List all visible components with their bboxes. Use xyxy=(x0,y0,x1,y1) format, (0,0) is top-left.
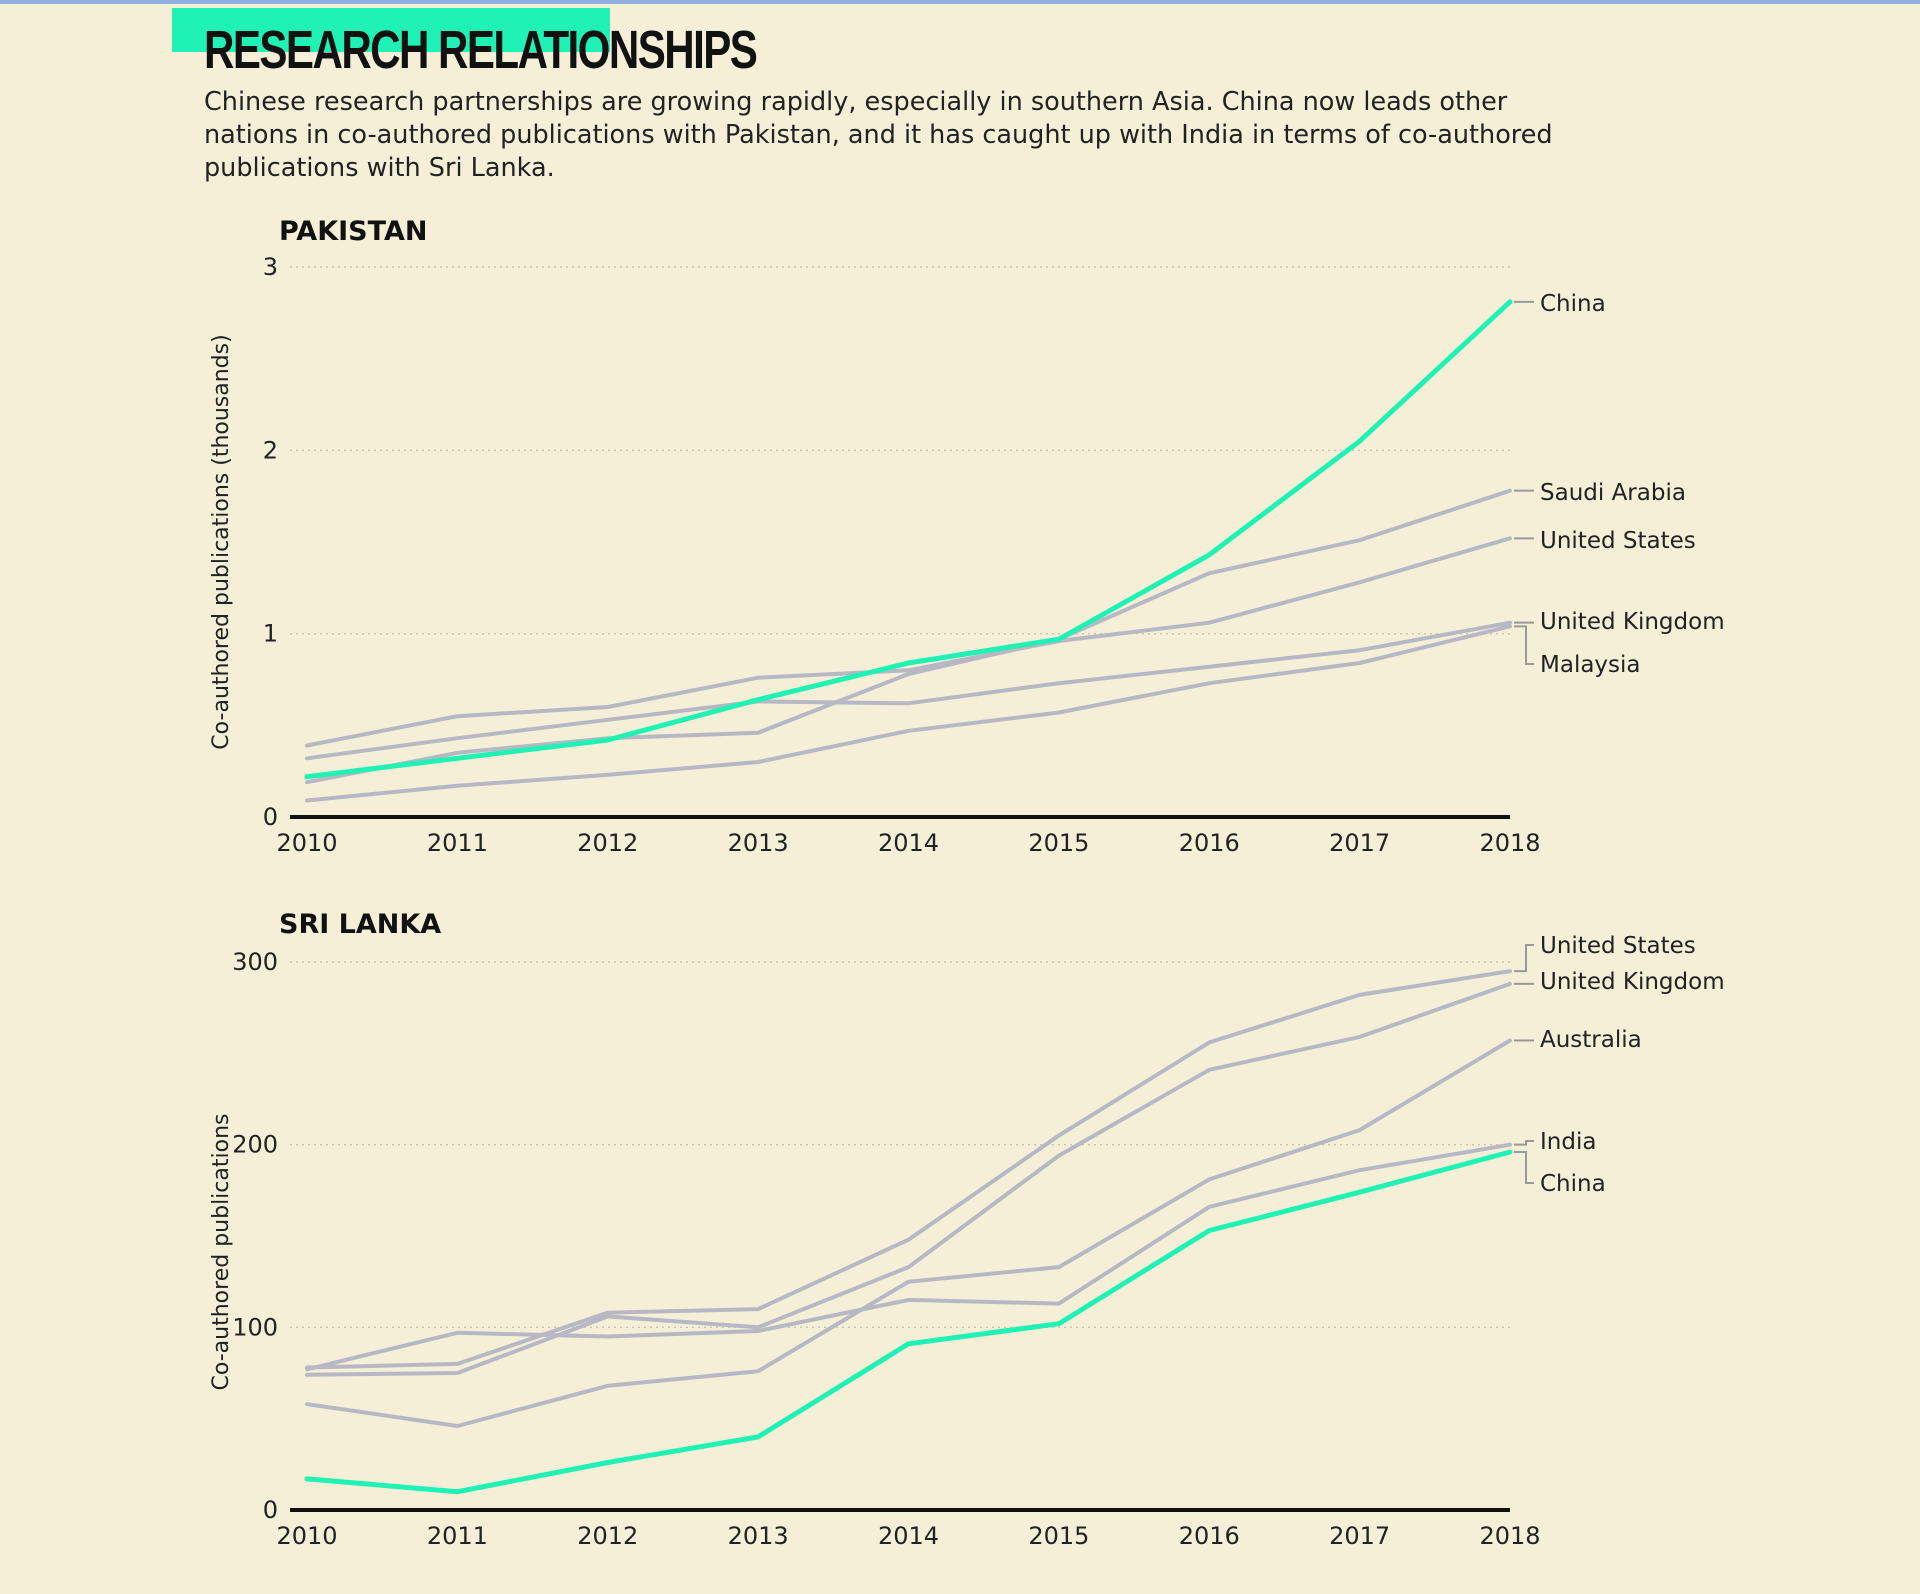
sri-lanka-series-label-united-states: United States xyxy=(1540,933,1696,959)
pakistan-series-label-saudi-arabia: Saudi Arabia xyxy=(1540,480,1686,506)
pakistan-y-tick-label: 1 xyxy=(263,620,278,648)
sri-lanka-series-line-china xyxy=(304,1149,1513,1495)
pakistan-y-axis-title: Co-authored publications (thousands) xyxy=(209,334,234,749)
pakistan-series-label-malaysia: Malaysia xyxy=(1540,652,1641,678)
sri-lanka-series-line-united-kingdom xyxy=(305,981,1512,1377)
sri-lanka-x-tick-label: 2010 xyxy=(276,1522,337,1550)
sri-lanka-x-tick-label: 2018 xyxy=(1479,1522,1540,1550)
pakistan-x-tick-label: 2010 xyxy=(276,829,337,857)
pakistan-y-tick-label: 3 xyxy=(263,253,278,281)
pakistan-x-tick-label: 2013 xyxy=(728,829,789,857)
sri-lanka-y-tick-label: 200 xyxy=(232,1131,278,1159)
sri-lanka-panel-title: SRI LANKA xyxy=(279,909,441,940)
sri-lanka-x-tick-label: 2012 xyxy=(577,1522,638,1550)
sri-lanka-y-tick-label: 300 xyxy=(232,948,278,976)
sri-lanka-series-label-india: India xyxy=(1540,1129,1596,1155)
pakistan-series-line-united-kingdom xyxy=(305,620,1512,761)
pakistan-x-tick-label: 2016 xyxy=(1179,829,1240,857)
chart-pakistan: PAKISTAN Co-authored publications (thousa… xyxy=(209,216,1725,857)
pakistan-x-tick-label: 2011 xyxy=(427,829,488,857)
pakistan-series-line-malaysia xyxy=(305,624,1512,803)
top-rule xyxy=(0,0,1920,4)
sri-lanka-y-tick-label: 100 xyxy=(232,1313,278,1341)
sri-lanka-y-axis-title: Co-authored publications xyxy=(209,1114,234,1391)
sri-lanka-x-tick-label: 2015 xyxy=(1028,1522,1089,1550)
pakistan-label-leader-malaysia xyxy=(1514,625,1534,665)
sri-lanka-label-leader-india xyxy=(1514,1140,1534,1146)
sri-lanka-x-tick-label: 2013 xyxy=(728,1522,789,1550)
pakistan-series-label-china: China xyxy=(1540,291,1606,317)
sri-lanka-x-tick-label: 2016 xyxy=(1179,1522,1240,1550)
pakistan-series-line-saudi-arabia xyxy=(305,488,1512,785)
sri-lanka-label-leader-united-states xyxy=(1514,944,1534,973)
page-subtitle: Chinese research partnerships are growin… xyxy=(204,87,1553,183)
chart-sri-lanka: SRI LANKA Co-authored publications 0 100 200… xyxy=(209,909,1725,1550)
pakistan-y-tick-label: 0 xyxy=(263,803,278,831)
sri-lanka-y-tick-label: 0 xyxy=(263,1496,278,1524)
pakistan-x-tick-label: 2012 xyxy=(577,829,638,857)
page-title: RESEARCH RELATIONSHIPS xyxy=(204,20,758,80)
pakistan-y-tick-label: 2 xyxy=(263,436,278,464)
pakistan-x-tick-label: 2014 xyxy=(878,829,939,857)
pakistan-x-tick-label: 2018 xyxy=(1479,829,1540,857)
sri-lanka-series-label-china: China xyxy=(1540,1171,1606,1197)
sri-lanka-label-leader-china xyxy=(1514,1150,1534,1184)
sri-lanka-series-line-india xyxy=(305,1142,1512,1372)
sri-lanka-x-tick-label: 2017 xyxy=(1329,1522,1390,1550)
pakistan-series-label-united-kingdom: United Kingdom xyxy=(1540,609,1725,635)
pakistan-series-label-united-states: United States xyxy=(1540,528,1696,554)
pakistan-x-tick-label: 2015 xyxy=(1028,829,1089,857)
pakistan-x-tick-label: 2017 xyxy=(1329,829,1390,857)
sri-lanka-series-line-united-states xyxy=(305,969,1512,1370)
sri-lanka-series-label-united-kingdom: United Kingdom xyxy=(1540,969,1725,995)
pakistan-panel-title: PAKISTAN xyxy=(279,216,427,247)
sri-lanka-x-tick-label: 2014 xyxy=(878,1522,939,1550)
pakistan-series-line-united-states xyxy=(305,536,1512,748)
sri-lanka-series-line-australia xyxy=(305,1038,1512,1428)
title-accent-bar xyxy=(172,8,610,52)
sri-lanka-series-label-australia: Australia xyxy=(1540,1027,1642,1053)
sri-lanka-x-tick-label: 2011 xyxy=(427,1522,488,1550)
pakistan-series-line-china xyxy=(304,299,1513,780)
